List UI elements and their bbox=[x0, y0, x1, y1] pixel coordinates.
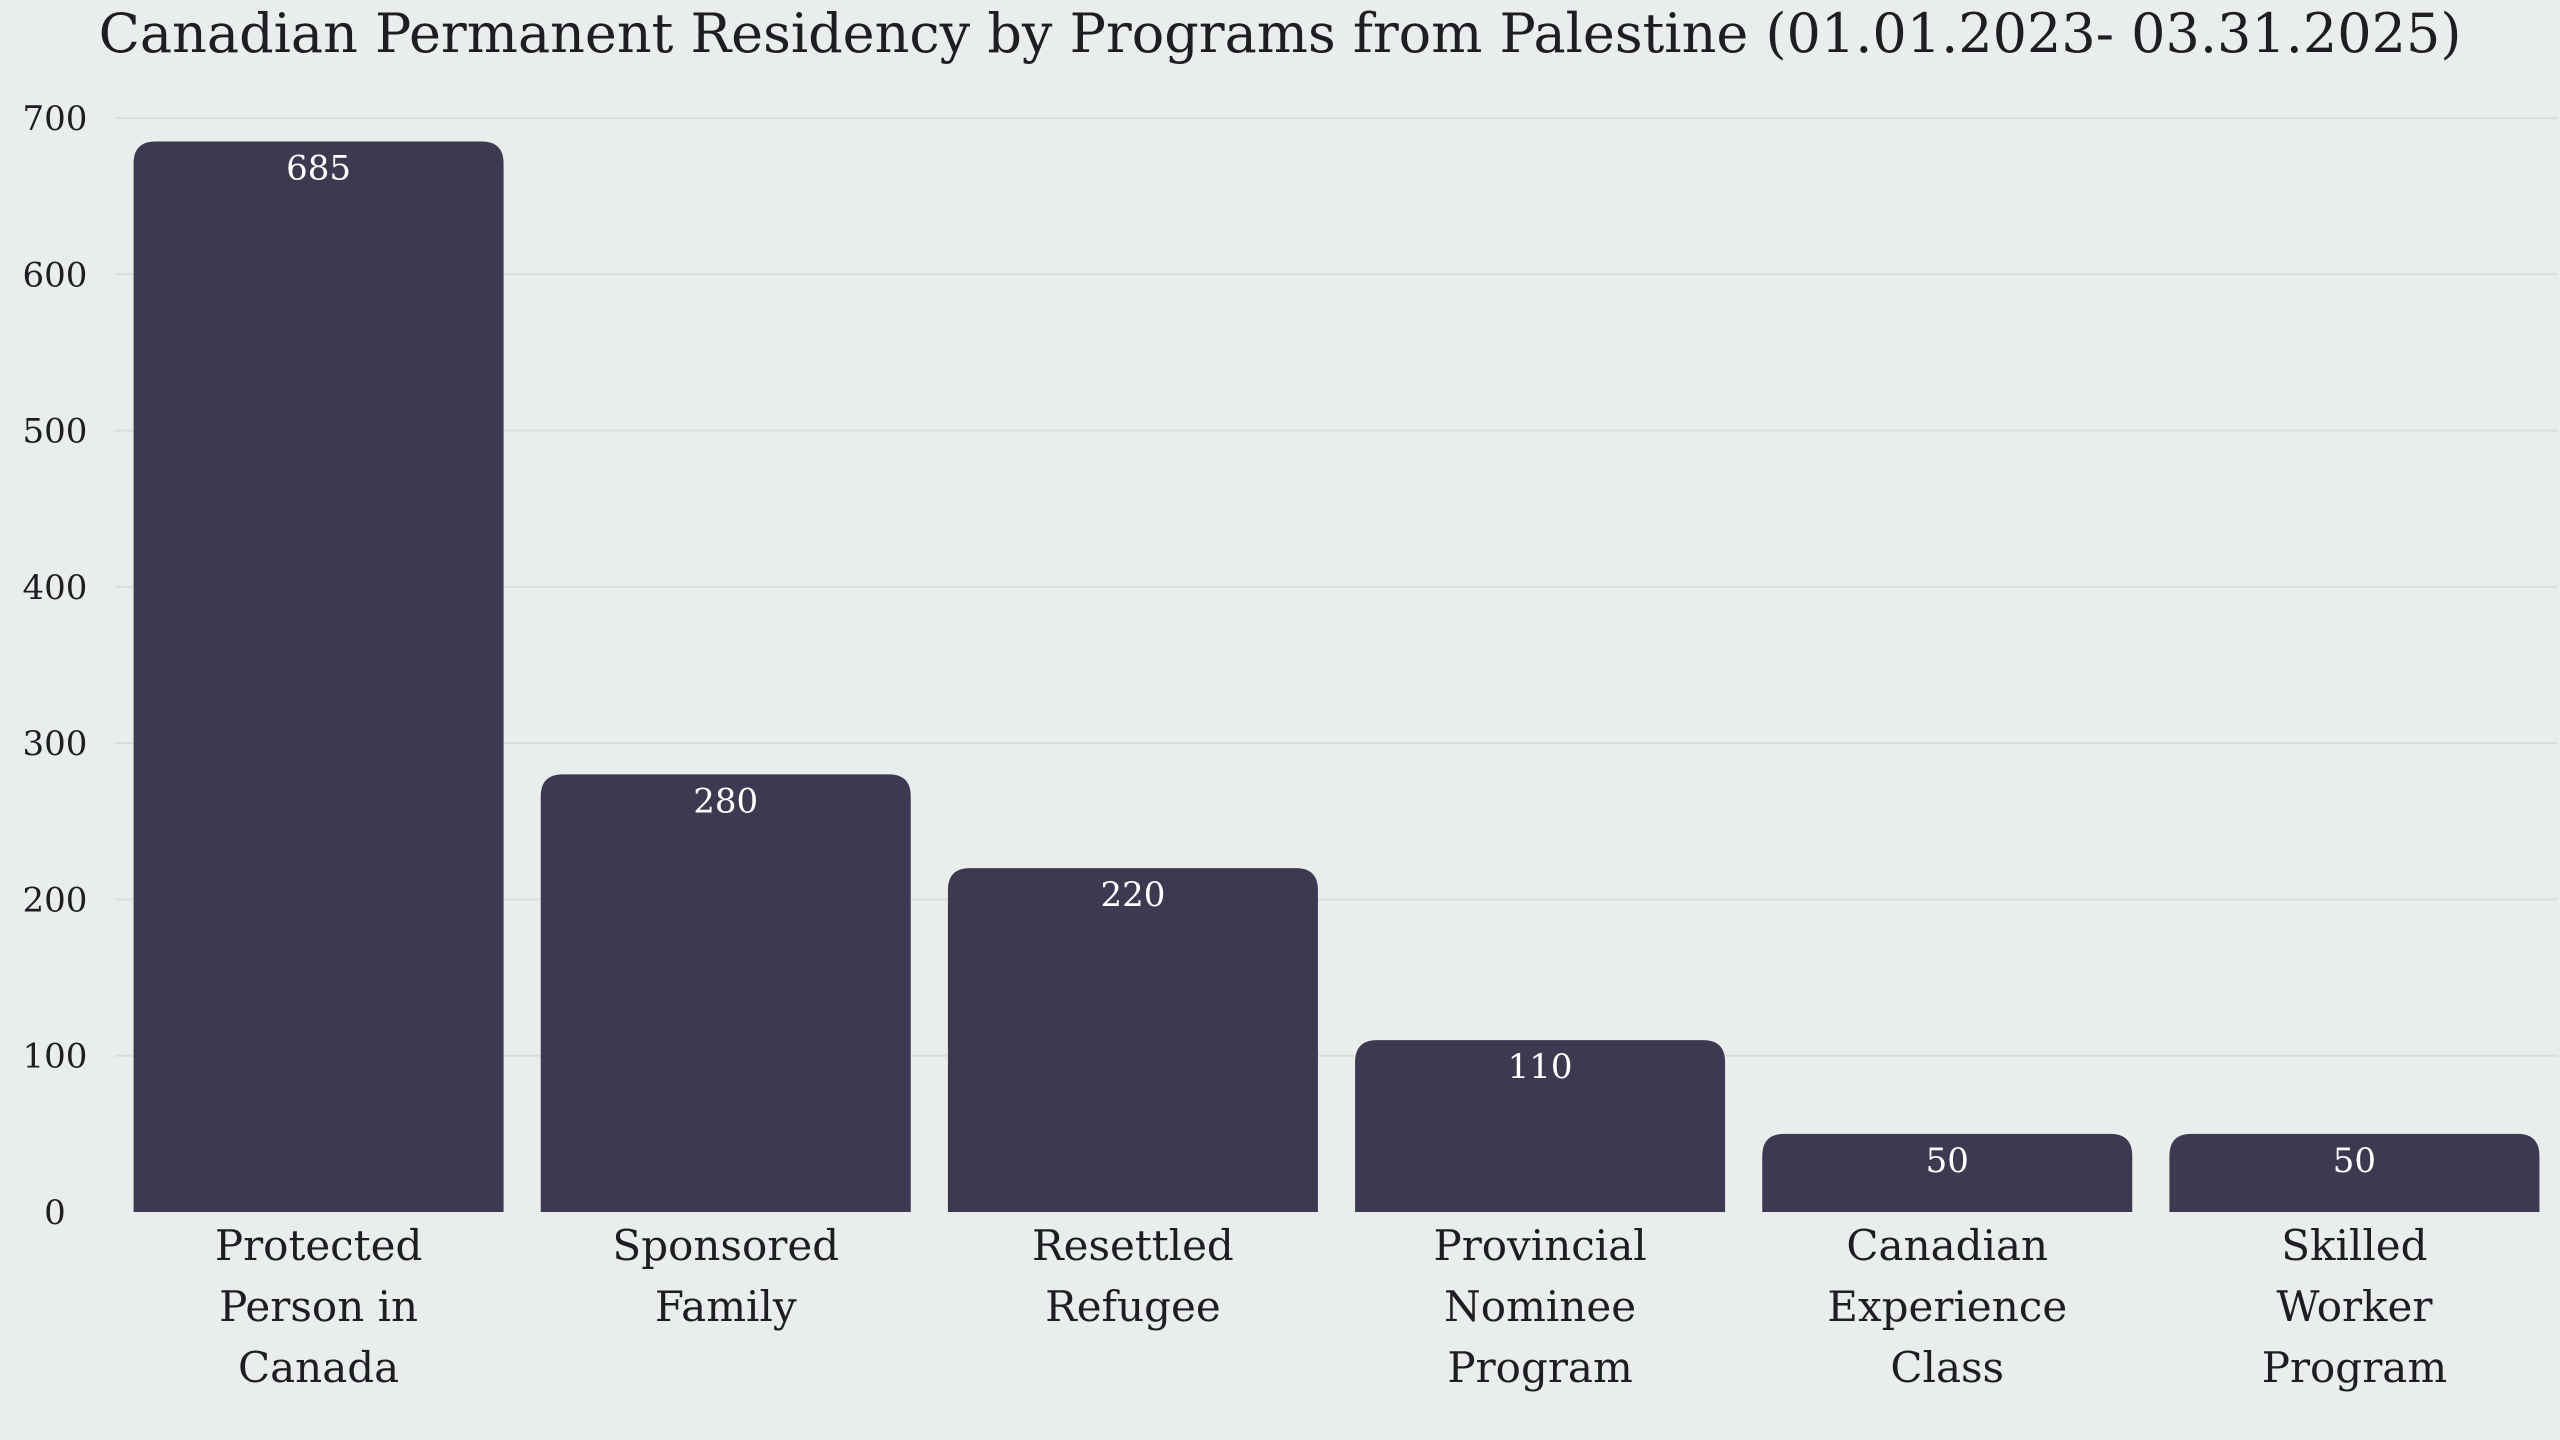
bars: 685 280 220 110 50 50 bbox=[133, 141, 2540, 1212]
chart-title: Canadian Permanent Residency by Programs… bbox=[99, 2, 2462, 65]
x-tick-label: Program bbox=[1447, 1343, 1632, 1392]
x-tick-label: Person in bbox=[219, 1282, 418, 1331]
x-tick-label: Sponsored bbox=[612, 1221, 839, 1270]
x-tick-label: Nominee bbox=[1444, 1282, 1636, 1331]
bar bbox=[540, 774, 911, 1212]
x-tick-label: Resettled bbox=[1032, 1221, 1234, 1270]
bar bbox=[2169, 1133, 2540, 1212]
y-tick-label: 600 bbox=[23, 255, 88, 295]
data-label: 50 bbox=[1926, 1141, 1969, 1181]
bar bbox=[947, 868, 1318, 1212]
y-tick-label: 500 bbox=[23, 412, 88, 452]
y-tick-label: 0 bbox=[44, 1193, 66, 1233]
bar bbox=[133, 141, 504, 1212]
x-tick-label: Family bbox=[655, 1282, 797, 1331]
y-axis: 0 100 200 300 400 500 600 700 bbox=[23, 99, 88, 1233]
x-tick-label: Program bbox=[2262, 1343, 2447, 1392]
y-tick-label: 400 bbox=[23, 568, 88, 608]
y-tick-label: 100 bbox=[23, 1037, 88, 1077]
x-tick-label: Canada bbox=[238, 1343, 399, 1392]
x-tick-label: Experience bbox=[1827, 1282, 2067, 1331]
x-tick-label: Refugee bbox=[1045, 1282, 1221, 1331]
data-label: 220 bbox=[1100, 875, 1165, 915]
x-tick-label: Worker bbox=[2276, 1282, 2433, 1331]
x-tick-label: Class bbox=[1890, 1343, 2004, 1392]
y-tick-label: 300 bbox=[23, 724, 88, 764]
x-tick-label: Skilled bbox=[2281, 1221, 2427, 1270]
data-label: 50 bbox=[2333, 1141, 2376, 1181]
bar bbox=[1355, 1040, 1726, 1212]
y-tick-label: 200 bbox=[23, 880, 88, 920]
x-tick-label: Protected bbox=[215, 1221, 423, 1270]
data-label: 685 bbox=[286, 148, 351, 188]
bar bbox=[1762, 1133, 2133, 1212]
x-axis: Protected Person in Canada Sponsored Family R… bbox=[215, 1221, 2447, 1392]
y-tick-label: 700 bbox=[23, 99, 88, 139]
x-tick-label: Provincial bbox=[1433, 1221, 1646, 1270]
x-tick-label: Canadian bbox=[1846, 1221, 2048, 1270]
gridlines bbox=[115, 117, 2558, 1057]
data-label: 110 bbox=[1508, 1047, 1573, 1087]
data-label: 280 bbox=[693, 781, 758, 821]
